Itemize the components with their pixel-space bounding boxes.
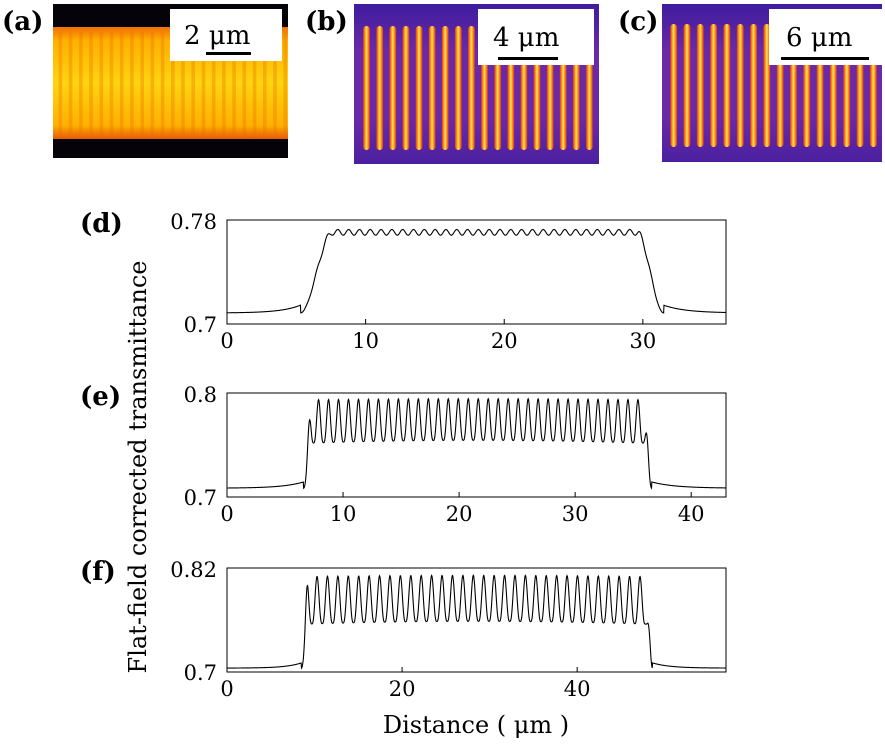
image-a-stripe xyxy=(222,31,226,135)
image-a-stripe xyxy=(283,31,287,135)
image-b-stripe xyxy=(415,26,423,150)
y-tick-label: 0.7 xyxy=(184,661,217,685)
image-a-stripe xyxy=(68,31,73,135)
y-tick-label: 0.8 xyxy=(184,383,217,407)
image-a-stripe xyxy=(119,31,124,135)
scale-box-b xyxy=(478,9,594,65)
x-tick-label: 20 xyxy=(446,502,473,526)
scale-box-c xyxy=(769,9,882,65)
image-a-stripe xyxy=(160,31,165,135)
y-tick-label: 0.7 xyxy=(184,486,217,510)
image-c-stripe xyxy=(696,24,704,147)
scale-bar-c xyxy=(781,57,869,60)
x-tick-label: 10 xyxy=(352,329,379,353)
plot-frame-d xyxy=(226,219,727,325)
image-a-stripe xyxy=(263,31,267,135)
image-a-stripe xyxy=(109,31,114,135)
plot-frame-e xyxy=(226,392,727,498)
image-a-stripe xyxy=(89,31,93,135)
image-b-stripe xyxy=(441,26,449,150)
profile-plots: (d) 0.780.70 10 20 30(e) 0.80.70 10 20 30 40(f) 0.… xyxy=(80,209,727,701)
image-c-stripe xyxy=(723,24,731,147)
x-tick-label: 40 xyxy=(678,502,705,526)
image-a-stripe xyxy=(273,31,277,135)
image-a-stripe xyxy=(58,31,63,135)
plot-d: (d) 0.78 0.70 10 20 30 xyxy=(80,209,727,353)
plot-e: (e) 0.8 0.70 10 20 30 40 xyxy=(80,382,727,526)
image-c-stripe xyxy=(670,24,678,147)
y-tick-label: 0.78 xyxy=(170,210,217,234)
image-a-stripes xyxy=(58,31,287,135)
image-a-stripe xyxy=(201,31,206,135)
profile-line-e xyxy=(227,397,727,490)
image-a-stripe xyxy=(242,31,247,135)
panel-label-e: (e) xyxy=(80,382,121,412)
image-a-stripe xyxy=(79,31,83,135)
image-b-stripe xyxy=(363,26,370,150)
image-b-stripe xyxy=(376,26,384,150)
plot-frame-f xyxy=(226,567,727,673)
image-a-stripe xyxy=(252,31,257,135)
scale-bar-b xyxy=(498,57,558,60)
x-tick-label: 10 xyxy=(330,502,357,526)
panel-label-c: (c) xyxy=(618,7,658,37)
x-tick-label: 0 xyxy=(220,329,233,353)
y-axis-label: Flat-field corrected transmittance xyxy=(124,261,152,674)
image-a-stripe xyxy=(130,31,134,135)
panel-label-a: (a) xyxy=(2,7,43,37)
y-tick-label: 0.7 xyxy=(184,313,217,337)
image-c-stripe xyxy=(683,24,691,147)
image-a-stripe xyxy=(99,31,104,135)
image-c-stripe xyxy=(763,24,771,147)
y-tick-label: 0.82 xyxy=(170,558,217,582)
image-b-stripe xyxy=(402,26,410,150)
x-tick-label: 0 xyxy=(220,502,233,526)
image-a-stripe xyxy=(232,31,236,135)
image-b-stripe xyxy=(428,26,436,150)
image-panel-a: (a) 2 μm xyxy=(2,4,288,158)
scale-label-a: 2 μm xyxy=(184,21,250,51)
x-axis-label: Distance ( μm ) xyxy=(383,711,569,739)
x-tick-label: 0 xyxy=(220,677,233,701)
panel-label-b: (b) xyxy=(305,7,348,37)
panel-label-d: (d) xyxy=(80,209,123,239)
image-a-stripe xyxy=(140,31,144,135)
scale-bar-a xyxy=(206,52,251,55)
plot-f: (f) 0.82 0.70 20 40 xyxy=(80,557,727,701)
panel-label-f: (f) xyxy=(80,557,116,587)
image-c-stripe xyxy=(750,24,757,147)
image-a-stripe xyxy=(191,31,195,135)
x-tick-label: 40 xyxy=(564,677,591,701)
image-a-stripe xyxy=(150,31,155,135)
image-a-stripe xyxy=(211,31,216,135)
x-tick-label: 30 xyxy=(562,502,589,526)
profile-line-d xyxy=(227,228,727,314)
x-tick-label: 20 xyxy=(389,677,416,701)
image-c-stripe xyxy=(710,24,717,147)
scale-label-c: 6 μm xyxy=(786,23,852,53)
image-panel-b: (b) 4 μm xyxy=(305,4,599,164)
image-b-stripe xyxy=(468,26,475,150)
image-a-stripe xyxy=(171,31,175,135)
x-tick-label: 30 xyxy=(629,329,656,353)
scale-label-b: 4 μm xyxy=(493,23,559,53)
image-c-stripe xyxy=(736,24,744,147)
profile-line-f xyxy=(227,574,726,670)
image-a-stripe xyxy=(181,31,185,135)
image-b-stripe xyxy=(389,26,397,150)
image-b-stripe xyxy=(454,26,462,150)
image-panel-c: (c) 6 μm xyxy=(618,4,882,162)
x-tick-label: 20 xyxy=(491,329,518,353)
